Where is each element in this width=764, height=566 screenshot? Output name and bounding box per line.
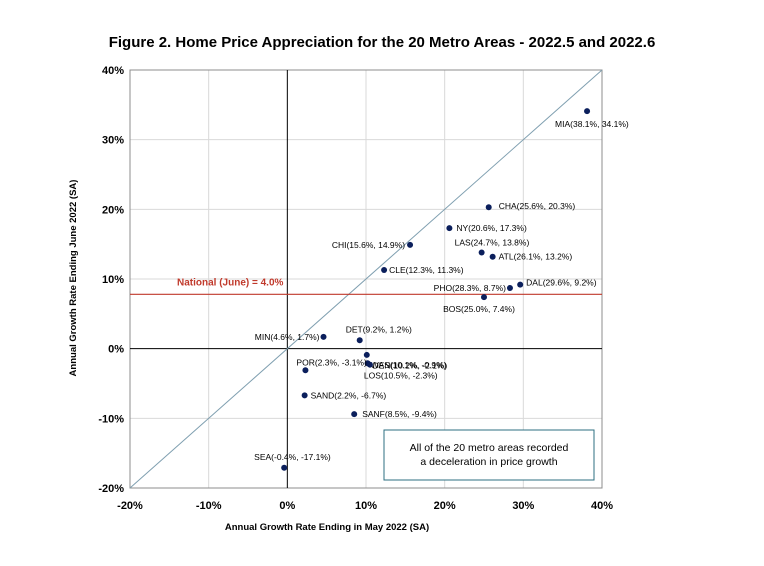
x-tick-label: -20%	[117, 500, 143, 512]
data-point-label: ATL(26.1%, 13.2%)	[499, 252, 573, 262]
data-point-label: DET(9.2%, 1.2%)	[346, 324, 412, 334]
x-tick-label: 10%	[355, 500, 377, 512]
data-point-label: CHA(25.6%, 20.3%)	[499, 201, 576, 211]
data-point-label: WAS(10.1%, -0.9%)	[371, 360, 447, 370]
data-point-label: POR(2.3%, -3.1%)	[296, 357, 367, 367]
y-tick-label: -10%	[98, 413, 124, 425]
data-point	[281, 464, 288, 471]
y-tick-label: 0%	[108, 344, 124, 356]
data-point	[356, 337, 363, 344]
data-point-label: SEA(-0.4%, -17.1%)	[254, 452, 331, 462]
data-point	[446, 225, 453, 232]
x-tick-label: 40%	[591, 500, 613, 512]
axis-ticks: -20% -10% 0% 10% 20% 30% 40% -20% -10% 0% 10% 20% 30…	[98, 65, 613, 512]
y-tick-label: 30%	[102, 135, 124, 147]
data-point-label: MIN(4.6%, 1.7%)	[255, 332, 320, 342]
annotation-line-2: a deceleration in price growth	[420, 456, 557, 468]
data-point	[584, 108, 591, 115]
data-point-label: LAS(24.7%, 13.8%)	[455, 238, 530, 248]
data-point-label: DEN(10.2%, -2.1%)	[373, 360, 448, 370]
data-points: MIA(38.1%, 34.1%) CHA(25.6%, 20.3%) NY(20.…	[254, 108, 629, 471]
data-point-label: BOS(25.0%, 7.4%)	[443, 304, 515, 314]
annotation-line-1: All of the 20 metro areas recorded	[410, 442, 569, 454]
data-point-label: NY(20.6%, 17.3%)	[456, 223, 527, 233]
x-axis-label: Annual Growth Rate Ending in May 2022 (S…	[225, 522, 429, 533]
diagonal-reference	[129, 69, 603, 489]
annotation-box: All of the 20 metro areas recorded a dec…	[383, 429, 595, 481]
data-point-label: CLE(12.3%, 11.3%)	[389, 265, 464, 275]
data-point-label: SANF(8.5%, -9.4%)	[362, 409, 437, 419]
y-tick-label: 40%	[102, 65, 124, 77]
data-point	[366, 361, 373, 368]
data-point	[517, 281, 524, 288]
x-tick-label: -10%	[196, 500, 222, 512]
data-point	[407, 241, 414, 248]
plot-border	[129, 69, 603, 489]
chart-title: Figure 2. Home Price Appreciation for th…	[108, 34, 656, 51]
x-tick-label: 30%	[512, 500, 534, 512]
diagonal-line	[129, 69, 603, 489]
data-point	[363, 351, 370, 358]
x-tick-label: 20%	[434, 500, 456, 512]
annotation-frame	[383, 429, 595, 481]
data-point-label: DAL(29.6%, 9.2%)	[526, 278, 597, 288]
data-point	[351, 411, 358, 418]
data-point-label: CHI(15.6%, 14.9%)	[332, 240, 405, 250]
data-point	[506, 285, 513, 292]
data-point-label: LOS(10.5%, -2.3%)	[364, 371, 438, 381]
data-point	[302, 367, 309, 374]
data-point	[481, 294, 487, 301]
national-reference: National (June) = 4.0%	[130, 277, 602, 295]
x-tick-label: 0%	[279, 500, 295, 512]
y-tick-label: 20%	[102, 204, 124, 216]
data-point	[478, 249, 485, 256]
data-point-label: MIA(38.1%, 34.1%)	[555, 119, 629, 129]
data-point-label: SAND(2.2%, -6.7%)	[311, 390, 387, 400]
data-point	[489, 253, 496, 260]
y-tick-label: -20%	[98, 483, 124, 495]
data-point	[301, 392, 308, 399]
data-point-label: PHO(28.3%, 8.7%)	[434, 283, 506, 293]
data-point	[485, 204, 492, 211]
data-point	[320, 333, 327, 340]
national-label: National (June) = 4.0%	[177, 277, 284, 288]
data-point	[381, 266, 388, 273]
y-axis-label: Annual Growth Rate Ending June 2022 (SA)	[68, 180, 79, 377]
y-tick-label: 10%	[102, 274, 124, 286]
